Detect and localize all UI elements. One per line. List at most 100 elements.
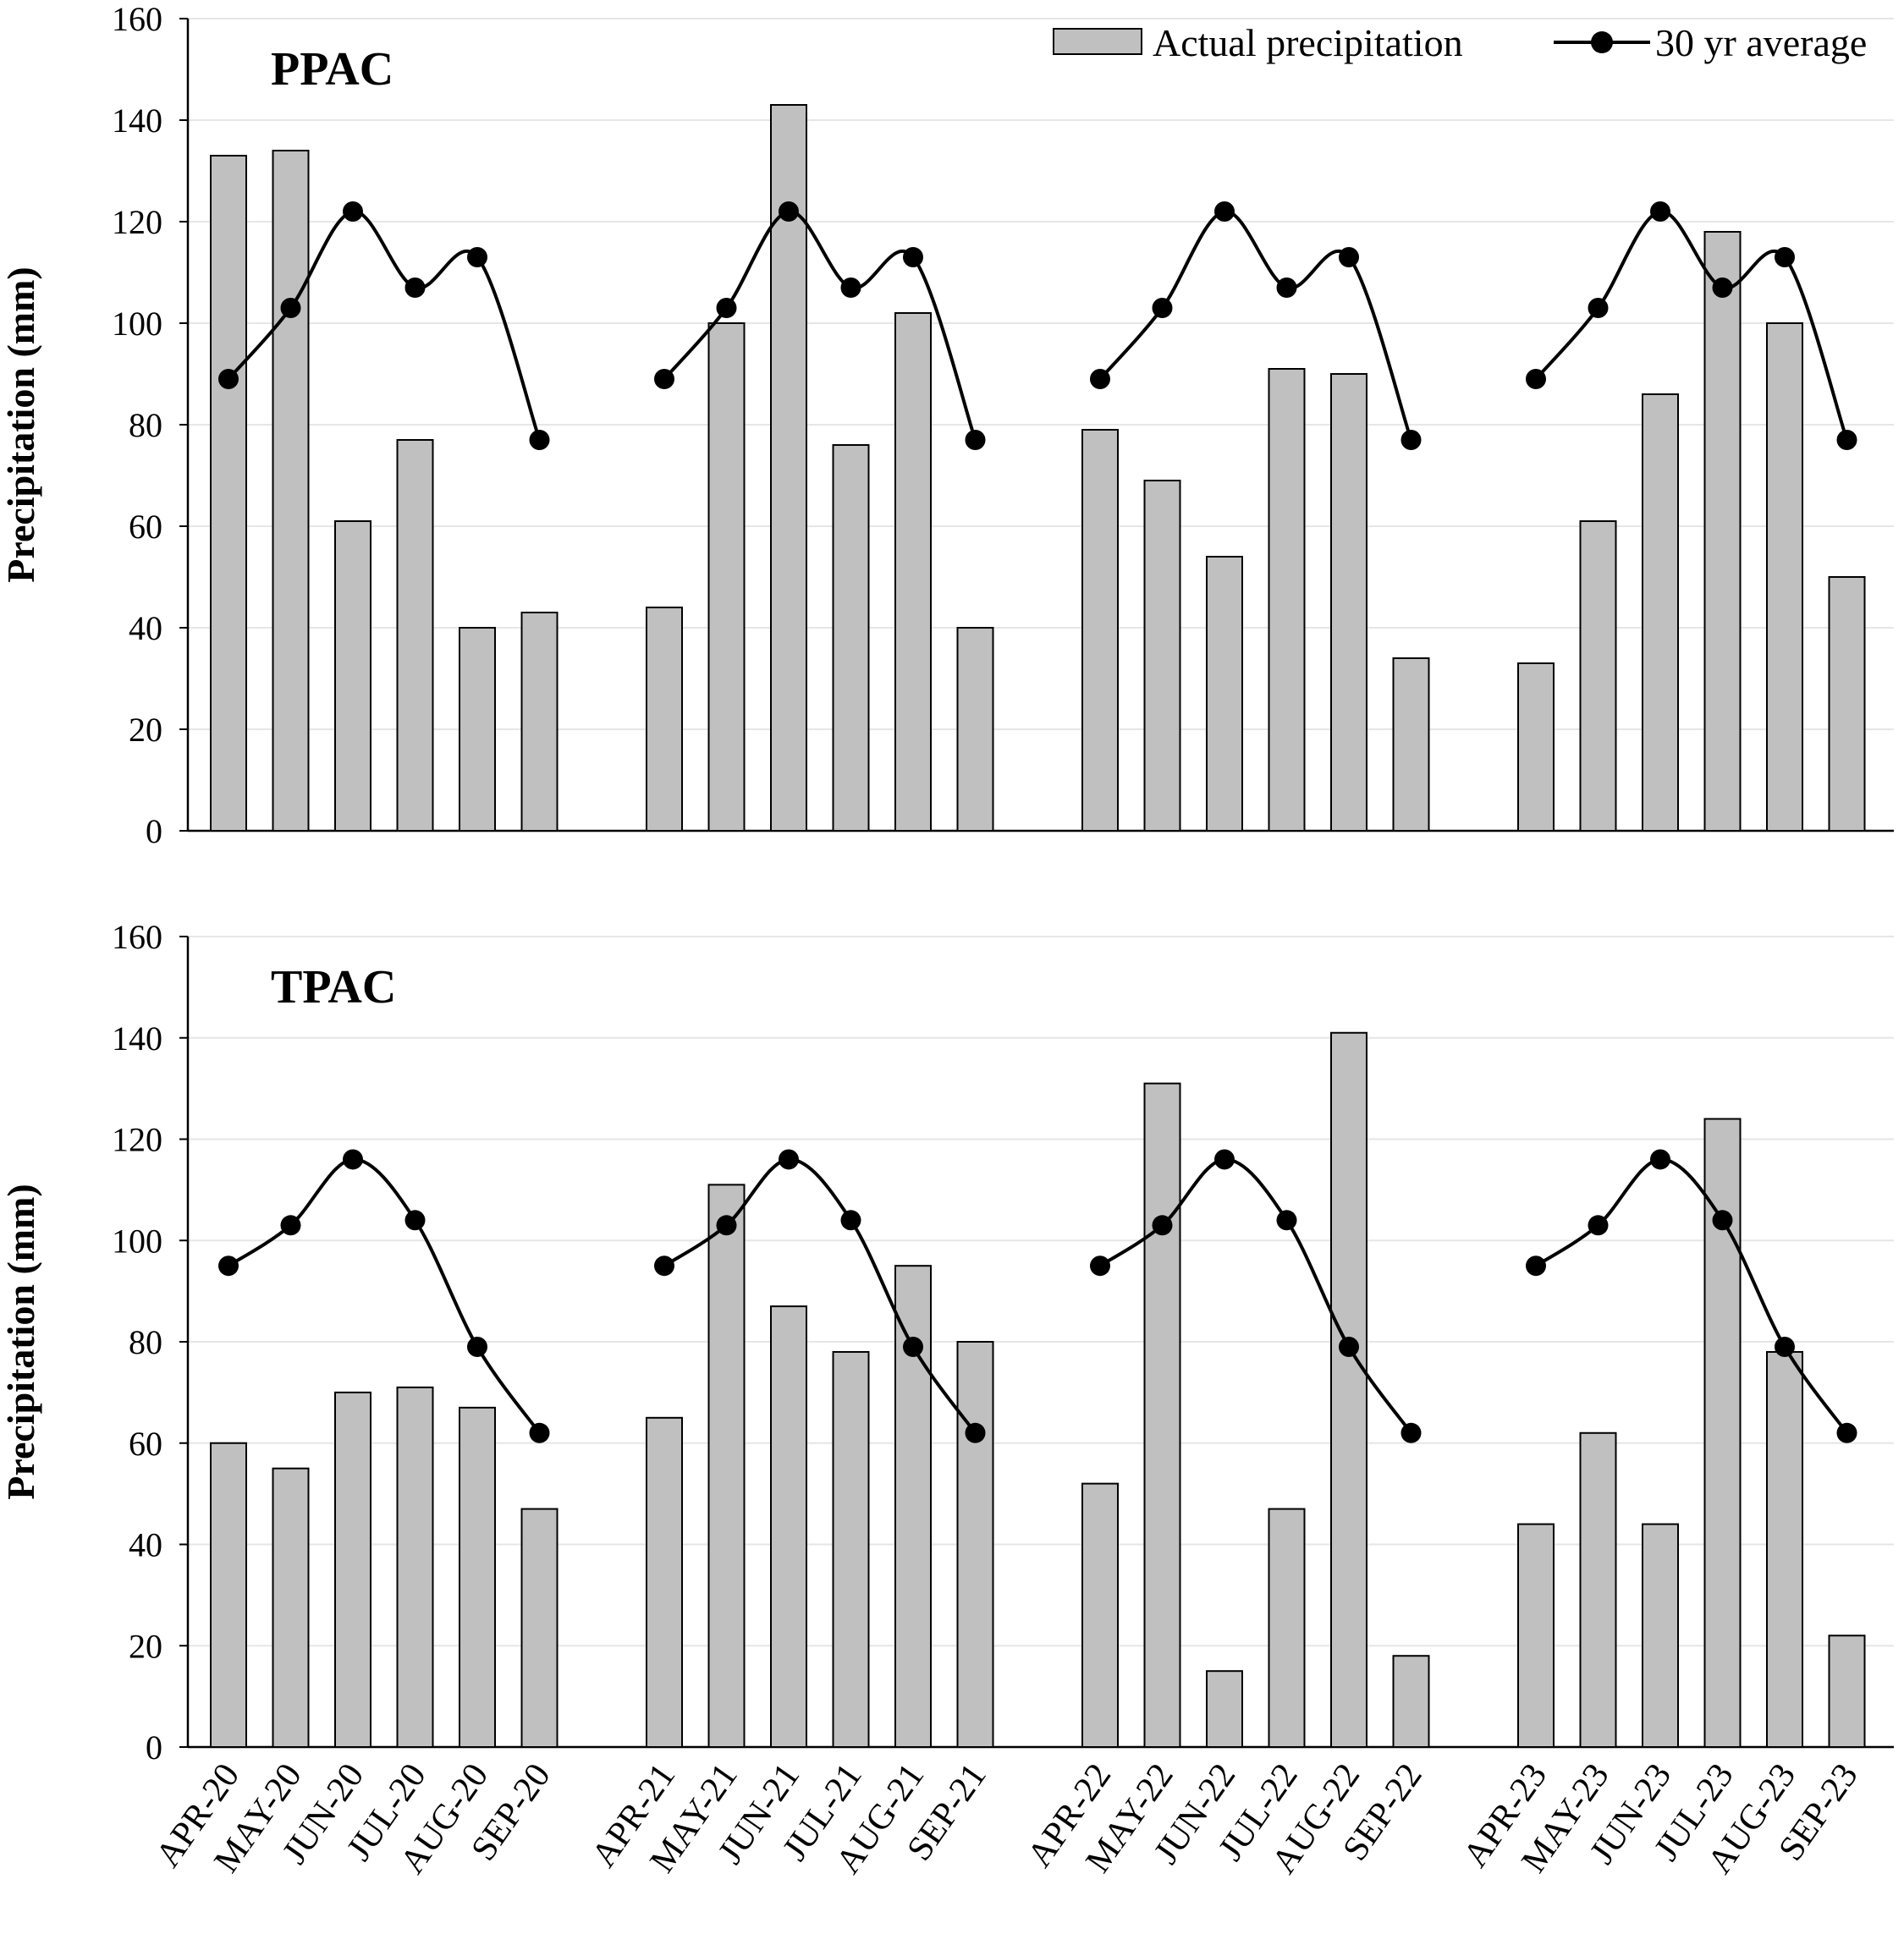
bar-actual-jul-21 xyxy=(832,1350,870,1748)
average-marker-aug-22 xyxy=(1339,247,1359,267)
bar-actual-jun-23 xyxy=(1642,393,1679,832)
average-marker-sep-20 xyxy=(529,1422,550,1443)
average-marker-jul-21 xyxy=(840,277,861,298)
average-marker-may-21 xyxy=(716,298,737,318)
bar-actual-aug-20 xyxy=(459,627,496,832)
bar-actual-sep-20 xyxy=(520,612,559,832)
bar-actual-jul-23 xyxy=(1703,231,1742,832)
bar-actual-may-21 xyxy=(707,1184,746,1748)
average-marker-jun-22 xyxy=(1214,1149,1235,1170)
bar-actual-aug-22 xyxy=(1330,1031,1367,1748)
y-tick-label: 20 xyxy=(129,1627,162,1665)
chart-panel-ppac: 0 20 40 60 80 100 120 140 160 Precipitation (mm) P… xyxy=(0,0,1894,850)
y-tick-label: 40 xyxy=(129,609,162,647)
average-marker-apr-21 xyxy=(654,1255,674,1277)
y-tick-label: 60 xyxy=(129,1425,162,1463)
y-tick-label: 40 xyxy=(129,1526,162,1564)
bar-actual-aug-20 xyxy=(459,1406,496,1749)
bar-actual-jul-20 xyxy=(396,1386,434,1748)
y-tick-label: 160 xyxy=(112,0,162,38)
average-marker-apr-20 xyxy=(218,1255,239,1277)
average-marker-jun-20 xyxy=(343,201,363,222)
average-marker-jun-21 xyxy=(779,201,799,222)
bar-actual-jun-20 xyxy=(334,520,371,832)
bar-actual-aug-21 xyxy=(894,312,932,832)
y-tick-label: 140 xyxy=(112,102,162,140)
bar-actual-sep-21 xyxy=(956,1341,994,1748)
bar-actual-jun-21 xyxy=(770,1305,807,1748)
bar-actual-aug-23 xyxy=(1766,322,1803,832)
average-marker-apr-22 xyxy=(1090,1255,1110,1277)
average-marker-sep-22 xyxy=(1400,1422,1422,1443)
bar-actual-sep-23 xyxy=(1828,1635,1866,1749)
bar-actual-aug-23 xyxy=(1766,1350,1803,1748)
y-axis-title: Precipitation (mm) xyxy=(0,266,42,582)
average-marker-jul-23 xyxy=(1712,277,1733,298)
bar-actual-sep-23 xyxy=(1828,576,1866,832)
average-marker-may-21 xyxy=(716,1215,737,1236)
y-tick-label: 160 xyxy=(112,918,162,956)
bar-actual-apr-23 xyxy=(1517,1523,1555,1749)
average-marker-jul-23 xyxy=(1712,1210,1733,1231)
average-marker-apr-23 xyxy=(1526,369,1546,389)
average-marker-sep-23 xyxy=(1836,430,1857,450)
average-marker-aug-21 xyxy=(903,247,923,267)
average-marker-jul-22 xyxy=(1276,277,1297,298)
legend-swatch-actual xyxy=(1053,28,1142,55)
bar-actual-may-23 xyxy=(1579,1431,1617,1749)
bar-actual-jun-22 xyxy=(1206,556,1243,832)
bar-actual-may-22 xyxy=(1143,1082,1181,1748)
bar-actual-aug-22 xyxy=(1330,373,1367,832)
bar-actual-may-20 xyxy=(272,150,310,832)
average-marker-aug-23 xyxy=(1775,1336,1795,1357)
average-marker-aug-22 xyxy=(1339,1336,1359,1357)
bar-actual-apr-20 xyxy=(210,1442,247,1748)
average-marker-jul-22 xyxy=(1276,1210,1297,1231)
bar-actual-sep-21 xyxy=(956,627,994,832)
average-marker-may-20 xyxy=(280,1215,301,1236)
average-marker-jul-20 xyxy=(404,1210,426,1231)
bar-actual-sep-22 xyxy=(1392,657,1430,832)
bar-actual-jun-20 xyxy=(334,1391,371,1748)
bar-actual-jul-20 xyxy=(396,439,434,832)
bar-actual-apr-20 xyxy=(210,155,247,832)
average-marker-jun-20 xyxy=(343,1149,363,1170)
average-marker-sep-21 xyxy=(965,430,986,450)
y-tick-label: 120 xyxy=(112,203,162,241)
bar-actual-may-21 xyxy=(707,322,746,832)
bar-actual-jun-22 xyxy=(1206,1670,1243,1748)
y-tick-label: 0 xyxy=(146,1728,162,1766)
average-marker-may-22 xyxy=(1152,1215,1173,1236)
bar-actual-jul-22 xyxy=(1268,368,1306,832)
bar-actual-sep-20 xyxy=(520,1508,559,1749)
average-marker-may-23 xyxy=(1588,298,1609,318)
bar-actual-apr-21 xyxy=(646,1416,683,1748)
average-marker-apr-20 xyxy=(218,369,239,389)
average-marker-jul-21 xyxy=(840,1210,861,1231)
average-marker-apr-21 xyxy=(654,369,674,389)
y-tick-label: 120 xyxy=(112,1121,162,1159)
legend: Actual precipitation 30 yr average xyxy=(1053,21,1867,64)
average-marker-aug-20 xyxy=(467,1336,487,1357)
bar-actual-apr-23 xyxy=(1517,662,1555,832)
legend-label-actual: Actual precipitation xyxy=(1153,21,1463,64)
chart-panel-tpac: 0 20 40 60 80 100 120 140 160 Precipitation (mm) T… xyxy=(0,918,1894,1881)
y-tick-label: 100 xyxy=(112,305,162,343)
average-marker-may-23 xyxy=(1588,1215,1609,1236)
bar-actual-apr-22 xyxy=(1081,1482,1119,1749)
bar-actual-may-20 xyxy=(272,1467,310,1748)
average-marker-aug-20 xyxy=(467,247,487,267)
bar-actual-may-22 xyxy=(1143,480,1181,832)
bar-actual-apr-21 xyxy=(646,607,683,832)
average-marker-aug-21 xyxy=(903,1336,923,1357)
bar-actual-jul-21 xyxy=(832,444,870,832)
average-marker-jul-20 xyxy=(404,277,426,298)
average-marker-may-22 xyxy=(1152,298,1173,318)
bar-actual-apr-22 xyxy=(1081,429,1119,832)
y-tick-label: 20 xyxy=(129,711,162,749)
y-tick-label: 140 xyxy=(112,1019,162,1058)
legend-swatch-average-marker xyxy=(1591,31,1613,53)
panel-title: PPAC xyxy=(271,43,393,96)
y-tick-label: 80 xyxy=(129,1323,162,1361)
